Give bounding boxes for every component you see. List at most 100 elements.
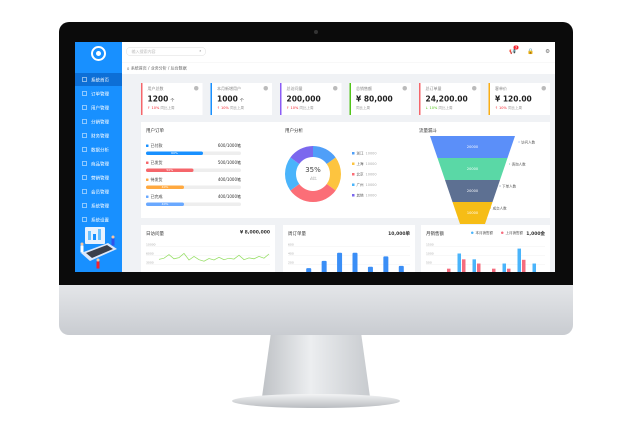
legend-dot — [146, 144, 149, 147]
donut-slice — [313, 146, 336, 165]
order-progress: 待发货 400/1000笔 40% — [146, 177, 241, 189]
sidebar-item-label: 系统首页 — [91, 77, 110, 83]
top-header: 输入搜索内容 ⌕ 📢 3 🔒 ⚙ — [122, 42, 555, 62]
search-icon[interactable]: ⌕ — [199, 48, 202, 54]
legend-swatch — [352, 162, 355, 165]
chart-panel: 日访问量 ¥ 8,000,000 10000 6000 3000 — [141, 225, 275, 272]
info-icon[interactable] — [333, 86, 338, 91]
progress-label: 已发货 — [150, 160, 163, 166]
y-tick-label: 600 — [288, 243, 410, 247]
legend-swatch — [352, 173, 355, 176]
sidebar-item[interactable]: 系统设置 — [75, 213, 122, 226]
gift-icon — [82, 175, 87, 180]
legend-swatch — [352, 194, 355, 197]
info-icon[interactable] — [472, 86, 477, 91]
legend-label: 北京 — [356, 172, 364, 177]
gear-icon[interactable]: ⚙ — [545, 48, 550, 55]
donut-legend-item: 其他 10000 — [352, 193, 377, 198]
progress-bar: 40% — [146, 202, 241, 206]
stat-unit: 个 — [170, 98, 175, 103]
bar — [383, 256, 389, 272]
bar — [462, 259, 466, 272]
stat-card: 总订单量 24,200.00 ↓ 10% 同比上周 — [419, 83, 481, 115]
stat-unit: 个 — [239, 98, 244, 103]
bar — [306, 268, 312, 272]
stat-title: 本月新增用户 — [217, 86, 241, 92]
funnel-title: 流量漏斗 — [419, 128, 438, 134]
sidebar-item[interactable]: 系统管理 — [75, 199, 122, 212]
y-tick-label: 3000 — [146, 261, 270, 265]
stat-change: ↑ 10% — [286, 106, 299, 110]
legend-value: 10000 — [365, 151, 377, 156]
legend-swatch — [352, 152, 355, 155]
bar — [321, 260, 327, 272]
sidebar-item[interactable]: 营销管理 — [75, 171, 122, 184]
sidebar-item[interactable]: 数据分析 — [75, 143, 122, 156]
chart-title: 周订单量 — [288, 231, 307, 237]
chart-icon — [82, 147, 87, 152]
legend-value: 10000 — [365, 172, 377, 177]
funnel-label: • 咨询人数 — [508, 162, 526, 167]
legend-label: 本月销售额 — [475, 231, 494, 235]
progress-fill: 50% — [146, 168, 194, 172]
bar — [522, 259, 526, 272]
lock-icon[interactable]: 🔒 — [527, 48, 535, 55]
sidebar-item[interactable]: 会员管理 — [75, 185, 122, 198]
chart-total: ¥ 8,000,000 — [239, 230, 270, 235]
stat-change: ↑ 10% — [217, 106, 229, 110]
sidebar-item[interactable]: 用户管理 — [75, 101, 122, 114]
donut-legend-item: 上海 10000 — [352, 162, 377, 167]
progress-label: 已完成 — [150, 194, 163, 200]
screen: 系统首页订单管理 用户管理 分销管理 财务管理 数据分析 商品管理 营销管理 会员管理 系统管理… — [75, 42, 555, 272]
sidebar-item[interactable]: 商品管理 — [75, 157, 122, 170]
stat-title: 总销售额 — [356, 86, 372, 92]
notification-icon[interactable]: 📢 3 — [509, 45, 519, 55]
y-tick-label: 1500 — [426, 243, 545, 247]
y-tick-label: 400 — [288, 252, 410, 256]
info-icon[interactable] — [194, 86, 199, 91]
stat-change: ↓ 10% — [425, 106, 438, 110]
donut-center-label: 占比 — [309, 176, 317, 181]
wallet-icon — [82, 133, 87, 138]
stat-note: 同比上周 — [438, 106, 453, 110]
info-icon[interactable] — [402, 86, 407, 91]
funnel-label: • 下单人数 — [499, 184, 517, 189]
legend-label: 上月销售额 — [505, 231, 524, 235]
stat-value: 1200 — [147, 94, 169, 104]
funnel-stage: 10000 — [452, 202, 493, 224]
info-icon[interactable] — [263, 86, 268, 91]
stat-change: ↑ 10% — [147, 106, 160, 110]
chart-panel: 月销售额 1,000金 1500 1000 500 本月销售额 上月销售额 — [421, 225, 550, 272]
bar — [472, 259, 476, 272]
bar — [457, 253, 461, 272]
bar — [477, 263, 481, 272]
legend-dot — [471, 231, 474, 234]
progress-label: 已付款 — [150, 143, 163, 149]
breadcrumb-item[interactable]: / 业务分析 — [148, 66, 167, 71]
bar — [517, 248, 521, 272]
donut-legend-item: 北京 10000 — [352, 172, 377, 177]
bar — [367, 266, 373, 272]
sidebar-item[interactable]: 财务管理 — [75, 129, 122, 142]
sidebar-item[interactable]: 订单管理 — [75, 87, 122, 100]
search-input[interactable]: 输入搜索内容 ⌕ — [126, 47, 206, 56]
sidebar-item[interactable]: 系统首页 — [75, 73, 122, 86]
user-icon — [82, 105, 87, 110]
funnel-label-text: 咨询人数 — [511, 162, 526, 167]
stat-value: 24,200.00 — [425, 94, 468, 104]
stat-card: 本月新增用户 1000 个 ↑ 10% 同比上周 — [210, 83, 272, 115]
sidebar: 系统首页订单管理 用户管理 分销管理 财务管理 数据分析 商品管理 营销管理 会员管理 系统管理… — [75, 42, 122, 272]
breadcrumb-item[interactable]: 系统首页 — [130, 66, 147, 71]
info-icon[interactable] — [541, 86, 546, 91]
home-icon: ⌂ — [127, 66, 131, 71]
legend-label: 广州 — [356, 183, 364, 187]
y-tick-label: 10000 — [146, 243, 270, 247]
stat-note: 同比上周 — [229, 106, 244, 110]
goods-icon — [82, 161, 87, 166]
sidebar-item[interactable]: 分销管理 — [75, 115, 122, 128]
order-progress: 已完成 400/1000笔 40% — [146, 194, 241, 206]
legend-value: 10000 — [365, 193, 377, 198]
chart-plot — [447, 248, 536, 272]
donut-title: 用户分析 — [285, 128, 304, 134]
progress-bar: 50% — [146, 168, 241, 172]
